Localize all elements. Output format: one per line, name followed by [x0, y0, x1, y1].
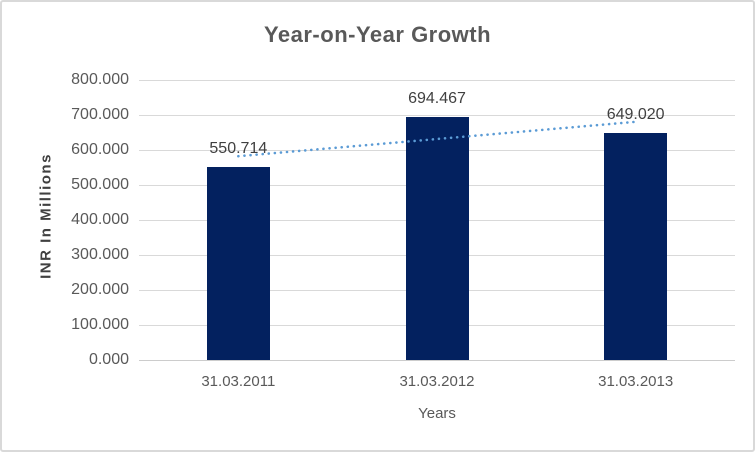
y-tick-label: 0.000 — [88, 351, 129, 368]
chart-title: Year-on-Year Growth — [263, 22, 492, 47]
x-tick-label: 31.03.2013 — [598, 373, 674, 390]
y-tick-label: 100.000 — [71, 316, 129, 333]
bar-value-label: 649.020 — [606, 105, 665, 123]
x-tick-label: 31.03.2012 — [399, 373, 475, 390]
bar — [604, 132, 668, 360]
y-tick-label: 300.000 — [71, 246, 129, 263]
y-tick-label: 800.000 — [71, 71, 129, 88]
y-tick-label: 200.000 — [71, 281, 129, 298]
y-tick-label: 700.000 — [71, 106, 129, 123]
y-tick-label: 500.000 — [71, 176, 129, 193]
gridline — [139, 115, 735, 116]
bar — [206, 167, 270, 360]
y-tick-label: 600.000 — [71, 141, 129, 158]
gridline — [139, 80, 735, 81]
x-tick-label: 31.03.2011 — [201, 373, 276, 390]
y-tick-label: 400.000 — [71, 211, 129, 228]
bar-value-label: 550.714 — [209, 140, 268, 158]
bar-value-label: 694.467 — [408, 89, 466, 107]
x-axis-line — [139, 360, 735, 361]
bar — [405, 116, 469, 360]
x-axis-title: Years — [418, 405, 456, 422]
